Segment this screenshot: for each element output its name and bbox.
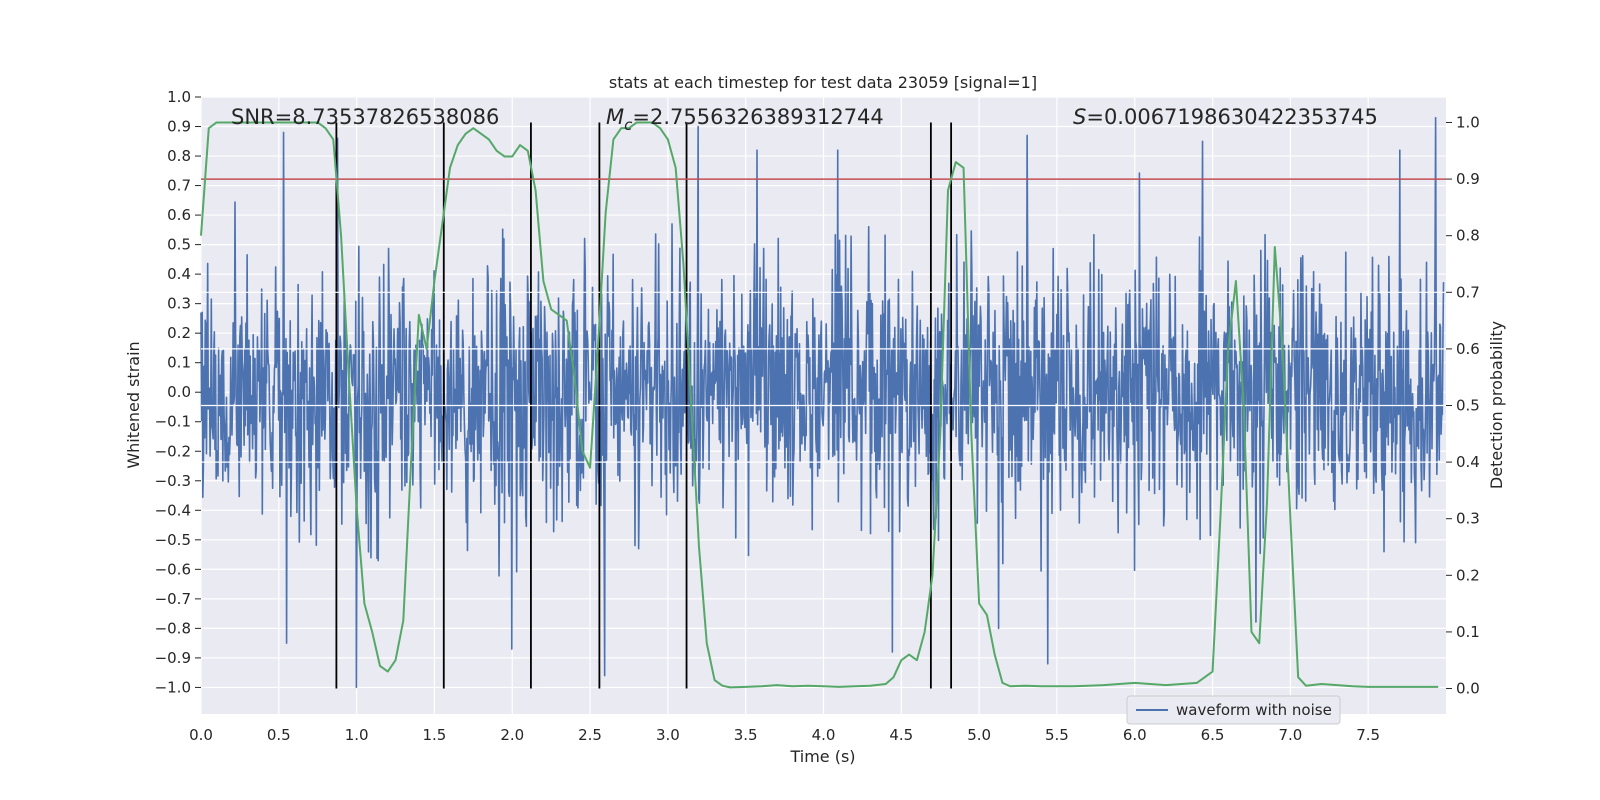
- y-tick-label: 1.0: [167, 88, 191, 106]
- x-tick-label: 3.5: [734, 726, 758, 744]
- y-tick-label: −0.2: [155, 442, 191, 460]
- x-tick-label: 5.0: [967, 726, 991, 744]
- chirp-mass-subscript: c: [624, 116, 633, 134]
- x-tick-label: 1.0: [345, 726, 369, 744]
- y-tick-label: 0.2: [167, 324, 191, 342]
- y-tick-label: −0.6: [155, 560, 191, 578]
- y-axis-ticks: 1.0 0.9 0.8 0.7 0.6 0.5 0.4 0.3 0.2 0.1 0.0 −0.1 −0.…: [155, 88, 201, 696]
- y-tick-label: −0.7: [155, 590, 191, 608]
- y-tick-label: −0.5: [155, 531, 191, 549]
- y2-tick-label: 0.0: [1456, 680, 1480, 698]
- x-tick-label: 2.0: [500, 726, 524, 744]
- x-tick-label: 0.0: [189, 726, 213, 744]
- snr-annotation: SNR=8.73537826538086: [231, 105, 499, 129]
- probability-series: [200, 121, 1439, 689]
- y2-tick-label: 0.3: [1456, 510, 1480, 528]
- y-tick-label: −0.3: [155, 472, 191, 490]
- s-symbol: S: [1073, 105, 1086, 129]
- y2-tick-label: 1.0: [1456, 113, 1480, 131]
- x-tick-label: 7.5: [1356, 726, 1380, 744]
- x-tick-label: 6.5: [1201, 726, 1225, 744]
- y-tick-label: 0.1: [167, 354, 191, 372]
- y2-tick-label: 0.9: [1456, 170, 1480, 188]
- y-tick-label: 0.0: [167, 383, 191, 401]
- chart-title: stats at each timestep for test data 230…: [609, 73, 1037, 92]
- chirp-mass-annotation: Mc=2.7556326389312744: [606, 105, 884, 134]
- x-axis-ticks: 0.0 0.5 1.0 1.5 2.0 2.5 3.0 3.5 4.0 4.5 5.0 5.5 6.0 6…: [189, 726, 1380, 744]
- waveform-line: [200, 116, 1445, 689]
- y2-axis-ticks: 1.0 0.9 0.8 0.7 0.6 0.5 0.4 0.3 0.2 0.1 0.0: [1446, 113, 1480, 698]
- x-tick-label: 3.0: [656, 726, 680, 744]
- y-tick-label: −0.8: [155, 619, 191, 637]
- x-tick-label: 7.0: [1278, 726, 1302, 744]
- probability-line: [200, 121, 1439, 689]
- y-tick-label: 0.3: [167, 295, 191, 313]
- legend-frame: [1126, 695, 1341, 725]
- y-tick-label: 0.9: [167, 118, 191, 136]
- x-tick-label: 0.5: [267, 726, 291, 744]
- y-tick-label: 0.5: [167, 236, 191, 254]
- y2-tick-label: 0.6: [1456, 340, 1480, 358]
- threshold-lines: [201, 178, 1446, 463]
- chirp-mass-symbol: M: [606, 105, 624, 129]
- chirp-mass-value: =2.7556326389312744: [632, 105, 883, 129]
- s-annotation: S=0.0067198630422353745: [1073, 105, 1378, 129]
- y2-tick-label: 0.1: [1456, 623, 1480, 641]
- y2-tick-label: 0.7: [1456, 283, 1480, 301]
- y2-tick-label: 0.4: [1456, 453, 1480, 471]
- y2-tick-label: 0.5: [1456, 397, 1480, 415]
- x-tick-label: 4.0: [812, 726, 836, 744]
- x-tick-label: 2.5: [578, 726, 602, 744]
- x-tick-label: 1.5: [423, 726, 447, 744]
- y-tick-label: −0.4: [155, 501, 191, 519]
- s-value: =0.0067198630422353745: [1086, 105, 1378, 129]
- y-axis-label: Whitened strain: [124, 341, 143, 468]
- x-axis-label: Time (s): [789, 747, 855, 766]
- x-tick-label: 5.5: [1045, 726, 1069, 744]
- y-tick-label: 0.7: [167, 177, 191, 195]
- legend-label: waveform with noise: [1176, 701, 1332, 719]
- x-tick-label: 4.5: [889, 726, 913, 744]
- y-tick-label: 0.8: [167, 147, 191, 165]
- y2-tick-label: 0.2: [1456, 566, 1480, 584]
- y-tick-label: 0.4: [167, 265, 191, 283]
- x-tick-label: 6.0: [1123, 726, 1147, 744]
- y2-axis-label: Detection probability: [1487, 321, 1506, 489]
- y-tick-label: −0.1: [155, 413, 191, 431]
- y-tick-label: −0.9: [155, 649, 191, 667]
- y-tick-label: −1.0: [155, 678, 191, 696]
- y2-tick-label: 0.8: [1456, 227, 1480, 245]
- y-tick-label: 0.6: [167, 206, 191, 224]
- waveform-series: [200, 116, 1445, 689]
- legend: waveform with noise: [1126, 695, 1341, 725]
